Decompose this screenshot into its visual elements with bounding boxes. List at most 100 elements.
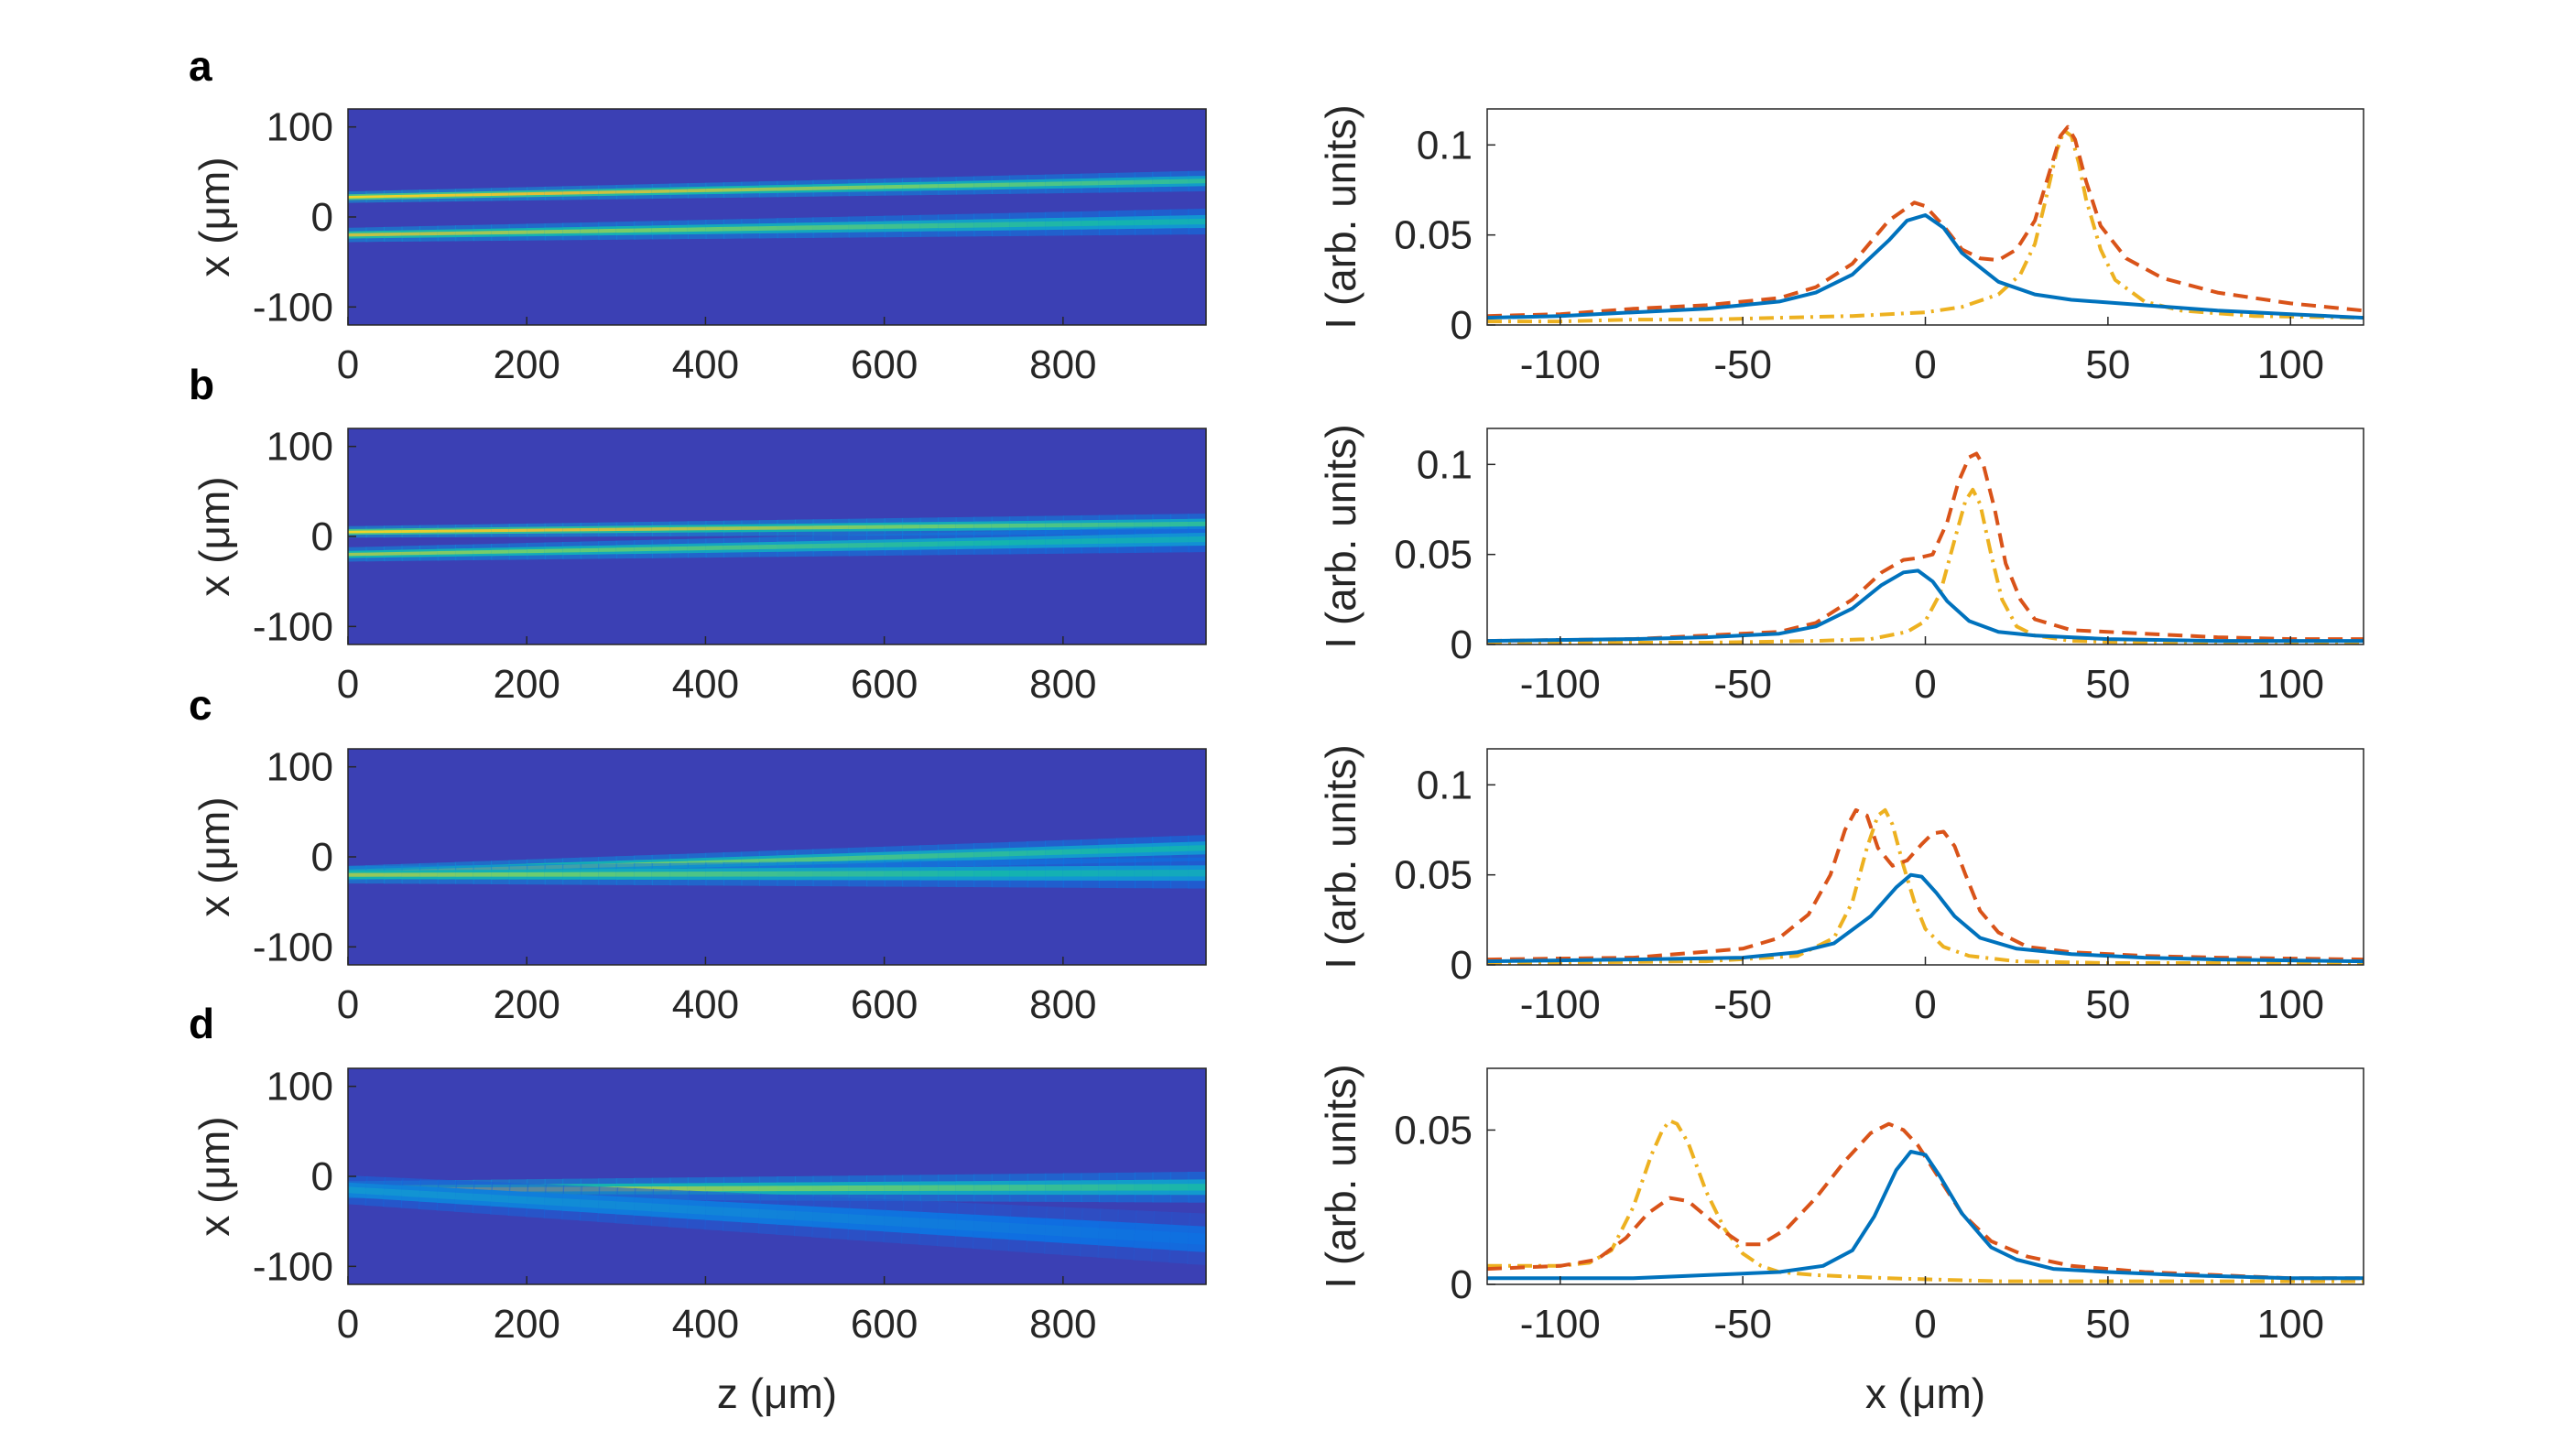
heatmap-xtick-label: 800	[1029, 662, 1096, 707]
heatmap-beam-core	[723, 859, 743, 864]
heatmap-beam-core	[1009, 850, 1028, 857]
heatmap-beam-core	[1062, 849, 1082, 855]
heatmap-ytick-label: 100	[266, 105, 333, 150]
profile-c: -100 -50 0 50 100 0 0.05 0.1 I (arb. units)	[1317, 744, 2364, 1027]
profile-ylabel: I (arb. units)	[1317, 104, 1364, 329]
heatmap-xtick-label: 400	[672, 982, 739, 1027]
heatmap-beam-core	[919, 1218, 940, 1229]
profile-xtick-label: -50	[1713, 662, 1772, 707]
heatmap-beam-core	[884, 1216, 904, 1227]
heatmap-beam-core	[473, 1193, 493, 1202]
profile-ytick-label: 0	[1451, 303, 1473, 348]
profile-series-dashed	[1487, 1121, 2364, 1281]
heatmap-beam-core	[812, 1212, 832, 1223]
heatmap-beam-core	[615, 1201, 636, 1211]
profile-xtick-label: 50	[2085, 342, 2130, 387]
heatmap-field	[348, 835, 1206, 889]
heatmap-beam-core	[454, 1192, 474, 1201]
profile-series-dashdot	[1487, 487, 2364, 644]
profile-ytick-label: 0.1	[1417, 763, 1473, 807]
heatmap-beam-core	[794, 857, 814, 862]
profile-xtick-label: -100	[1520, 662, 1601, 707]
heatmap-xtick-label: 600	[851, 982, 918, 1027]
heatmap-xtick-label: 200	[493, 982, 560, 1027]
profile-xtick-label: 50	[2085, 982, 2130, 1027]
profile-series-dashed	[1487, 125, 2364, 319]
heatmap-xtick-label: 600	[851, 662, 918, 707]
heatmap-beam-core	[901, 1217, 921, 1229]
profile-xtick-label: 0	[1914, 1302, 1936, 1347]
heatmap-beam-core	[1081, 848, 1100, 855]
profile-series-dashdot	[1487, 807, 2364, 965]
heatmap-beam-core	[848, 1214, 868, 1225]
heatmap-beam-core	[830, 856, 850, 861]
heatmap-beam-core	[348, 1186, 367, 1195]
profile-xlabel: x (μm)	[1865, 1370, 1985, 1417]
profile-series-solid	[1487, 1150, 2364, 1281]
heatmap-beam-core	[777, 857, 797, 863]
heatmap-beam-core	[1081, 1227, 1101, 1239]
profile-background	[1487, 749, 2364, 965]
heatmap-beam-core	[741, 1207, 761, 1218]
heatmap-ytick-label: 0	[311, 514, 333, 559]
heatmap-beam-core	[651, 1203, 671, 1213]
heatmap-xtick-label: 400	[672, 342, 739, 387]
heatmap-ytick-label: 0	[311, 835, 333, 880]
heatmap-beam-core	[794, 1211, 814, 1221]
profile-ylabel: I (arb. units)	[1317, 1064, 1364, 1288]
profile-ytick-label: 0.05	[1394, 213, 1473, 258]
heatmap-xtick-label: 800	[1029, 982, 1096, 1027]
profile-xtick-label: -100	[1520, 982, 1601, 1027]
profile-ylabel: I (arb. units)	[1317, 424, 1364, 648]
heatmap-beam-core	[669, 1204, 690, 1214]
heatmap-beam-core	[1027, 850, 1047, 856]
heatmap-ylabel: x (μm)	[190, 157, 238, 276]
profile-series-group	[1487, 1119, 2364, 1283]
panel-letter: c	[189, 681, 212, 729]
heatmap-xtick-label: 200	[493, 342, 560, 387]
profile-series-solid	[1487, 872, 2364, 964]
profile-xtick-label: 100	[2257, 662, 2324, 707]
heatmap-beam-core	[1045, 849, 1064, 856]
profile-ytick-label: 0.1	[1417, 123, 1473, 168]
heatmap-beam-core	[705, 860, 725, 865]
heatmap-xtick-label: 800	[1029, 342, 1096, 387]
heatmap-beam-core	[1045, 1225, 1065, 1237]
heatmap-xtick-label: 600	[851, 342, 918, 387]
profile-xtick-label: 50	[2085, 1302, 2130, 1347]
heatmap-beam-core	[437, 1191, 457, 1200]
heatmap-beam-core	[687, 1205, 707, 1215]
heatmap-ytick-label: -100	[253, 1244, 333, 1289]
heatmap-beam-core	[902, 853, 921, 860]
heatmap-beam-core	[1169, 1231, 1190, 1244]
heatmap-beam-core	[705, 1206, 725, 1216]
heatmap-beam-core	[955, 851, 975, 858]
heatmap-beam-core	[526, 1196, 546, 1206]
profile-ytick-label: 0	[1451, 623, 1473, 667]
heatmap-xtick-label: 200	[493, 1302, 560, 1347]
heatmap-beam-core	[812, 856, 832, 862]
profile-d: -100 -50 0 50 100 0 0.05 I (arb. units) x (μm)	[1317, 1064, 2364, 1417]
heatmap-beam-core	[490, 1194, 510, 1203]
heatmap-xtick-label: 600	[851, 1302, 918, 1347]
heatmap-beam-core	[401, 1189, 421, 1197]
heatmap-beam-core	[1152, 846, 1172, 852]
heatmap-beam-core	[848, 855, 868, 861]
heatmap-field	[348, 1171, 1206, 1265]
profile-ytick-label: 0	[1451, 943, 1473, 988]
heatmap-xtick-label: 0	[337, 1302, 359, 1347]
heatmap-beam-core	[758, 1208, 778, 1219]
heatmap-beam-core	[777, 1209, 797, 1220]
heatmap-beam-core	[955, 1219, 975, 1231]
heatmap-xtick-label: 0	[337, 662, 359, 707]
profile-series-dashed	[1487, 807, 2364, 962]
heatmap-beam-core	[598, 1200, 618, 1209]
heatmap-ytick-label: 0	[311, 195, 333, 240]
heatmap-beam-core	[1188, 1232, 1206, 1245]
